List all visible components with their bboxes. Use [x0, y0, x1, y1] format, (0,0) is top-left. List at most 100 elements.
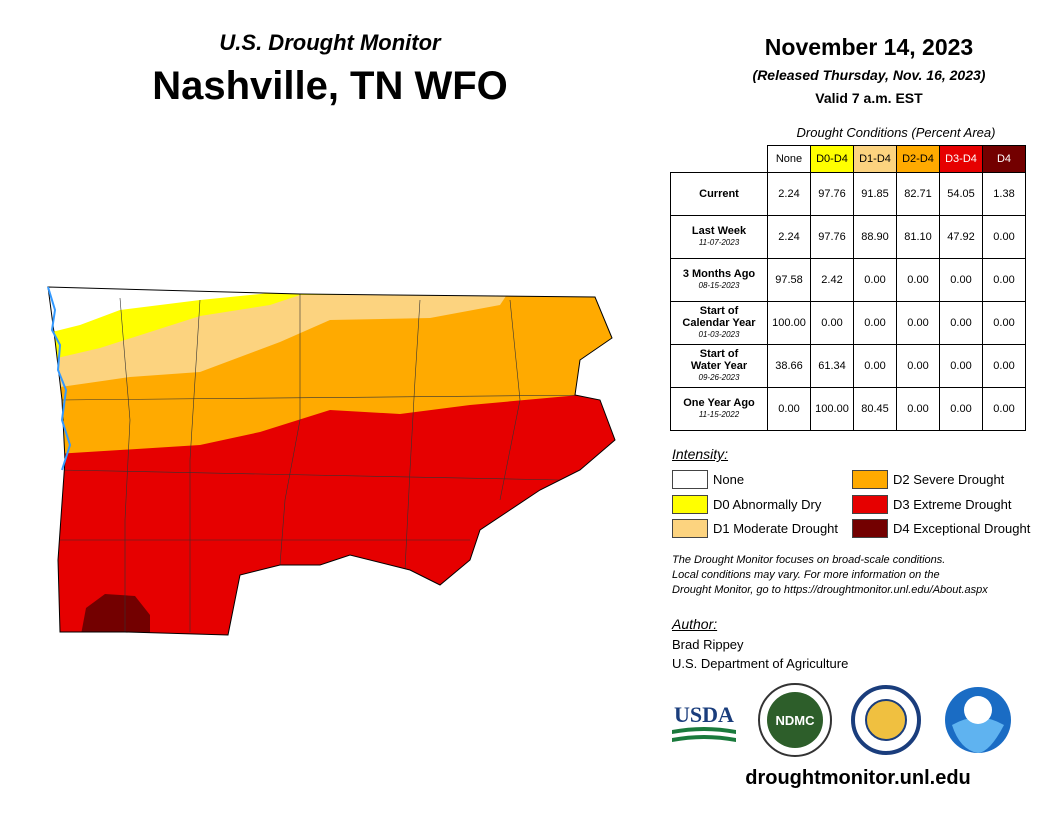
row-date: 01-03-2023: [698, 330, 740, 339]
table-cell: 0.00: [896, 258, 940, 302]
legend-label: D2 Severe Drought: [893, 472, 1005, 487]
table-cell: 2.42: [810, 258, 854, 302]
table-cell: 97.58: [767, 258, 811, 302]
table-cell: 0.00: [896, 344, 940, 388]
table-cell: 0.00: [982, 258, 1026, 302]
usda-logo: USDA: [674, 702, 734, 727]
legend-label: D1 Moderate Drought: [713, 521, 839, 536]
author-name: Brad Rippey: [672, 637, 744, 652]
valid-time: Valid 7 a.m. EST: [815, 90, 923, 106]
legend-item: D2 Severe Drought: [852, 470, 1004, 489]
table-cell: 0.00: [939, 387, 983, 431]
row-date: 09-26-2023: [698, 373, 740, 382]
legend-swatch: [672, 519, 708, 538]
row-label: Start of Water Year 09-26-2023: [670, 344, 768, 388]
legend-item: D0 Abnormally Dry: [672, 494, 822, 514]
header-row: None D0-D4 D1-D4 D2-D4 D3-D4 D4: [671, 145, 1026, 173]
table-cell: 100.00: [767, 301, 811, 345]
row-label: One Year Ago 11-15-2022: [670, 387, 768, 431]
row-label-line: Calendar Year: [682, 317, 756, 329]
column-header: D2-D4: [896, 145, 940, 173]
logos: USDA NDMC: [672, 683, 1011, 757]
table-cell: 100.00: [810, 387, 854, 431]
note-line: Local conditions may vary. For more info…: [672, 569, 940, 581]
author-organization: U.S. Department of Agriculture: [672, 656, 849, 671]
footer-url: droughtmonitor.unl.edu: [745, 767, 971, 789]
table-cell: 0.00: [896, 387, 940, 431]
table-cell: 0.00: [939, 258, 983, 302]
table-cell: 0.00: [939, 344, 983, 388]
legend-label: D3 Extreme Drought: [893, 496, 1012, 512]
row-label-line: Water Year: [690, 360, 748, 372]
table-cell: 2.24: [767, 172, 811, 216]
legend-swatch: [672, 470, 708, 489]
table-cell: 0.00: [982, 387, 1026, 431]
row-label-line: Start of: [699, 348, 739, 360]
note: The Drought Monitor focuses on broad-sca…: [672, 553, 988, 598]
legend-item: D1 Moderate Drought: [672, 519, 838, 538]
table-cell: 0.00: [939, 301, 983, 345]
table-cell: 0.00: [853, 258, 897, 302]
legend-item: D4 Exceptional Drought: [852, 519, 1030, 538]
legend-swatch: [852, 519, 888, 538]
legend-swatch: [852, 470, 888, 489]
table-cell: 0.00: [810, 301, 854, 345]
table-row: One Year Ago 11-15-2022 0.00 100.00 80.45 0.0…: [670, 387, 1026, 431]
table-cell: 88.90: [853, 215, 897, 259]
table-cell: 97.76: [810, 215, 854, 259]
row-label-line: One Year Ago: [683, 397, 755, 409]
legend-swatch: [852, 494, 888, 514]
table-cell: 0.00: [982, 215, 1026, 259]
legend-label: D4 Exceptional Drought: [893, 521, 1031, 536]
row-label-line: Last Week: [691, 225, 747, 237]
legend-title: Intensity:: [672, 446, 729, 462]
table-cell: 0.00: [853, 344, 897, 388]
column-header: None: [767, 145, 811, 173]
legend-swatch: [672, 494, 708, 514]
row-label-line: Current: [699, 188, 739, 200]
ndmc-logo: NDMC: [776, 713, 816, 728]
author-title: Author:: [672, 616, 718, 632]
table-row: 3 Months Ago 08-15-2023 97.58 2.42 0.00 0.00 0…: [670, 258, 1026, 302]
table-cell: 80.45: [853, 387, 897, 431]
legend-item: D3 Extreme Drought: [852, 494, 1012, 514]
column-header: D0-D4: [810, 145, 854, 173]
table-cell: 82.71: [896, 172, 940, 216]
row-label-line: 3 Months Ago: [682, 268, 756, 280]
table-row: Start of Water Year 09-26-2023 38.66 61.34 0.…: [670, 344, 1026, 388]
note-line: Drought Monitor, go to https://droughtmo…: [672, 584, 988, 596]
table-cell: 38.66: [767, 344, 811, 388]
legend-label: D0 Abnormally Dry: [713, 496, 822, 512]
map-date: November 14, 2023: [764, 34, 974, 60]
map: [47, 286, 616, 636]
title: Nashville, TN WFO: [152, 64, 508, 108]
table-cell: 0.00: [982, 301, 1026, 345]
corner: [671, 146, 768, 173]
column-header: D1-D4: [853, 145, 897, 173]
release-date: (Released Thursday, Nov. 16, 2023): [752, 67, 986, 83]
table-cell: 0.00: [896, 301, 940, 345]
table-cell: 81.10: [896, 215, 940, 259]
table-row: Last Week 11-07-2023 2.24 97.76 88.90 81.10 47…: [670, 215, 1026, 259]
table-caption: Drought Conditions (Percent Area): [796, 125, 996, 140]
legend-label: None: [713, 472, 745, 487]
table-cell: 47.92: [939, 215, 983, 259]
table-cell: 0.00: [853, 301, 897, 345]
table-row: Current 2.24 97.76 91.85 82.71 54.05 1.38: [670, 172, 1026, 216]
legend-item: None: [672, 470, 744, 489]
table-cell: 61.34: [810, 344, 854, 388]
subtitle: U.S. Drought Monitor: [219, 30, 441, 55]
table-row: Start of Calendar Year 01-03-2023 100.00 0.0…: [670, 301, 1026, 345]
row-label-line: Start of: [699, 305, 739, 317]
table-cell: 91.85: [853, 172, 897, 216]
row-label: 3 Months Ago 08-15-2023: [670, 258, 768, 302]
row-label: Start of Calendar Year 01-03-2023: [670, 301, 768, 345]
row-date: 08-15-2023: [698, 281, 740, 290]
row-label: Current: [670, 172, 768, 216]
note-line: The Drought Monitor focuses on broad-sca…: [672, 554, 946, 566]
row-date: 11-15-2022: [698, 410, 740, 419]
row-label: Last Week 11-07-2023: [670, 215, 768, 259]
table-cell: 97.76: [810, 172, 854, 216]
conditions-table: None D0-D4 D1-D4 D2-D4 D3-D4 D4 Current 2.24 97.…: [670, 145, 1026, 431]
